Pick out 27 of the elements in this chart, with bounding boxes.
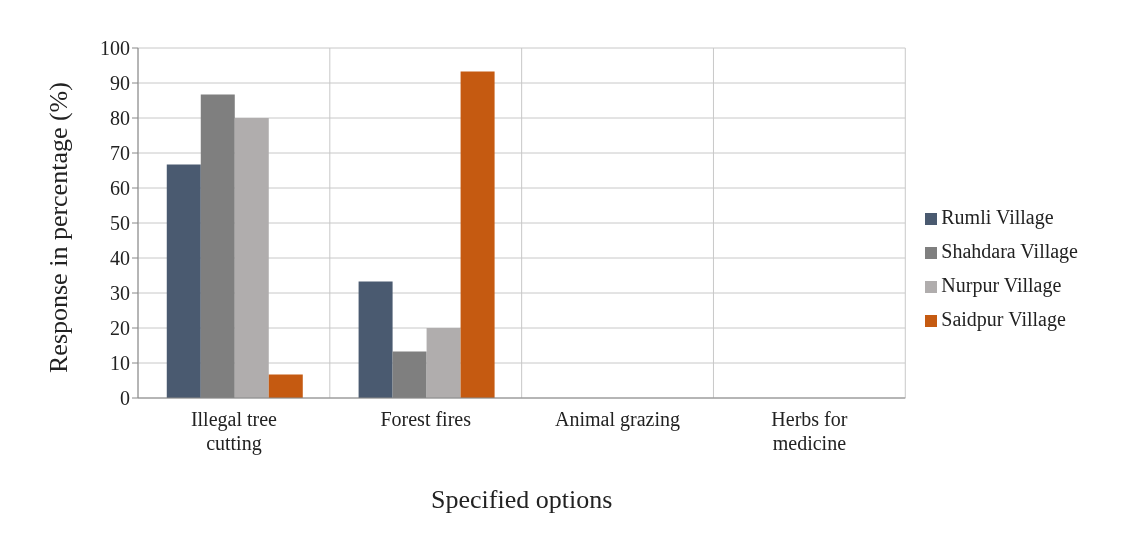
x-tick-label: Forest fires: [380, 408, 472, 430]
y-axis-title: Response in percentage (%): [44, 82, 74, 373]
legend-label: Shahdara Village: [941, 240, 1078, 262]
y-tick-label: 20: [110, 317, 130, 340]
x-tick-label: Animal grazing: [555, 408, 681, 431]
bar: [460, 71, 495, 398]
y-tick-label: 100: [100, 37, 130, 60]
y-tick-label: 50: [110, 212, 130, 235]
bar: [358, 281, 393, 398]
y-tick-label: 70: [110, 142, 130, 165]
legend-label: Rumli Village: [941, 206, 1054, 228]
legend-label: Nurpur Village: [941, 274, 1062, 296]
x-tick-label: Herbs for medicine: [771, 408, 848, 454]
y-tick-label: 80: [110, 107, 130, 130]
x-tick-label: Illegal tree cutting: [190, 408, 278, 455]
bar: [234, 118, 269, 398]
y-tick-label: 10: [110, 352, 130, 375]
y-tick-label: 0: [120, 387, 130, 410]
y-tick-label: 90: [110, 72, 130, 95]
bar: [166, 164, 201, 398]
bar: [426, 328, 461, 398]
y-tick-label: 60: [110, 177, 130, 200]
x-axis-title: Specified options: [431, 485, 613, 514]
y-tick-label: 30: [110, 282, 130, 305]
y-tick-label: 40: [110, 247, 130, 270]
bar: [268, 374, 303, 398]
legend-label: Saidpur Village: [941, 308, 1066, 330]
